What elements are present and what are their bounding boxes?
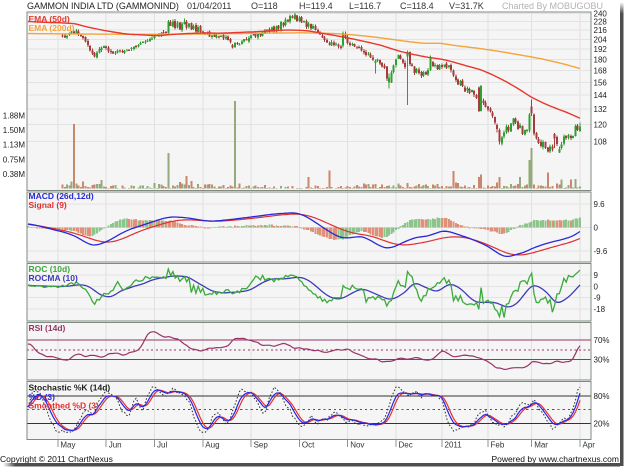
svg-text:ROC (10d): ROC (10d) [29,264,71,274]
svg-text:0.75M: 0.75M [3,155,26,164]
svg-text:Jul: Jul [157,441,167,450]
svg-text:120: 120 [594,120,608,129]
svg-text:C=118.4: C=118.4 [400,1,434,11]
svg-text:H=119.4: H=119.4 [299,1,333,11]
svg-text:-9: -9 [594,294,602,303]
svg-text:2011: 2011 [445,441,463,450]
svg-text:70%: 70% [594,336,610,345]
svg-text:Signal (9): Signal (9) [29,200,67,210]
svg-text:1.88M: 1.88M [3,112,26,121]
svg-text:%D (3): %D (3) [29,392,56,402]
svg-text:204: 204 [594,35,608,44]
svg-text:168: 168 [594,67,608,76]
svg-text:132: 132 [594,105,608,114]
svg-text:216: 216 [594,26,608,35]
svg-text:1.13M: 1.13M [3,141,26,150]
svg-text:144: 144 [594,91,608,100]
svg-text:EMA (200d): EMA (200d) [29,23,75,33]
svg-text:156: 156 [594,78,608,87]
svg-text:MACD (26d,12d): MACD (26d,12d) [29,191,94,201]
svg-text:9: 9 [594,271,599,280]
svg-text:Feb: Feb [491,441,505,450]
svg-text:01/04/2011: 01/04/2011 [187,1,231,11]
svg-text:Powered by www.chartnexus.com: Powered by www.chartnexus.com [491,454,619,464]
svg-text:Stochastic %K (14d): Stochastic %K (14d) [29,383,111,393]
svg-text:-18: -18 [594,305,606,314]
svg-text:RSI (14d): RSI (14d) [29,323,66,333]
svg-text:Nov: Nov [350,441,364,450]
svg-text:1.50M: 1.50M [3,126,26,135]
svg-text:20%: 20% [594,419,610,428]
svg-text:Aug: Aug [205,441,219,450]
svg-text:Jun: Jun [109,441,122,450]
svg-text:L=116.7: L=116.7 [349,1,381,11]
svg-text:-9.6: -9.6 [594,247,608,256]
svg-text:180: 180 [594,55,608,64]
svg-text:GAMMON INDIA LTD (GAMMONIND): GAMMON INDIA LTD (GAMMONIND) [27,1,179,11]
svg-text:0: 0 [594,224,599,233]
svg-text:ROCMA (10): ROCMA (10) [29,273,78,283]
svg-text:Apr: Apr [583,441,596,450]
svg-text:108: 108 [594,137,608,146]
svg-text:0.38M: 0.38M [3,170,26,179]
svg-text:Mar: Mar [534,441,548,450]
svg-text:240: 240 [594,9,608,18]
svg-text:Oct: Oct [302,441,315,450]
svg-text:192: 192 [594,45,608,54]
svg-text:V=31.7K: V=31.7K [449,1,484,11]
svg-text:Charted By MOBUGOBU: Charted By MOBUGOBU [502,1,603,11]
svg-text:80%: 80% [594,392,610,401]
svg-text:O=118: O=118 [251,1,278,11]
svg-text:30%: 30% [594,356,610,365]
svg-text:Dec: Dec [399,441,413,450]
svg-text:228: 228 [594,18,608,27]
svg-text:0: 0 [594,282,599,291]
svg-text:Copyright © 2011 ChartNexus: Copyright © 2011 ChartNexus [0,454,113,464]
svg-text:EMA (50d): EMA (50d) [29,14,70,24]
svg-text:Smoothed %D (3): Smoothed %D (3) [29,401,100,411]
svg-text:Sep: Sep [254,441,269,450]
svg-text:May: May [60,441,75,450]
svg-text:9.6: 9.6 [594,200,606,209]
